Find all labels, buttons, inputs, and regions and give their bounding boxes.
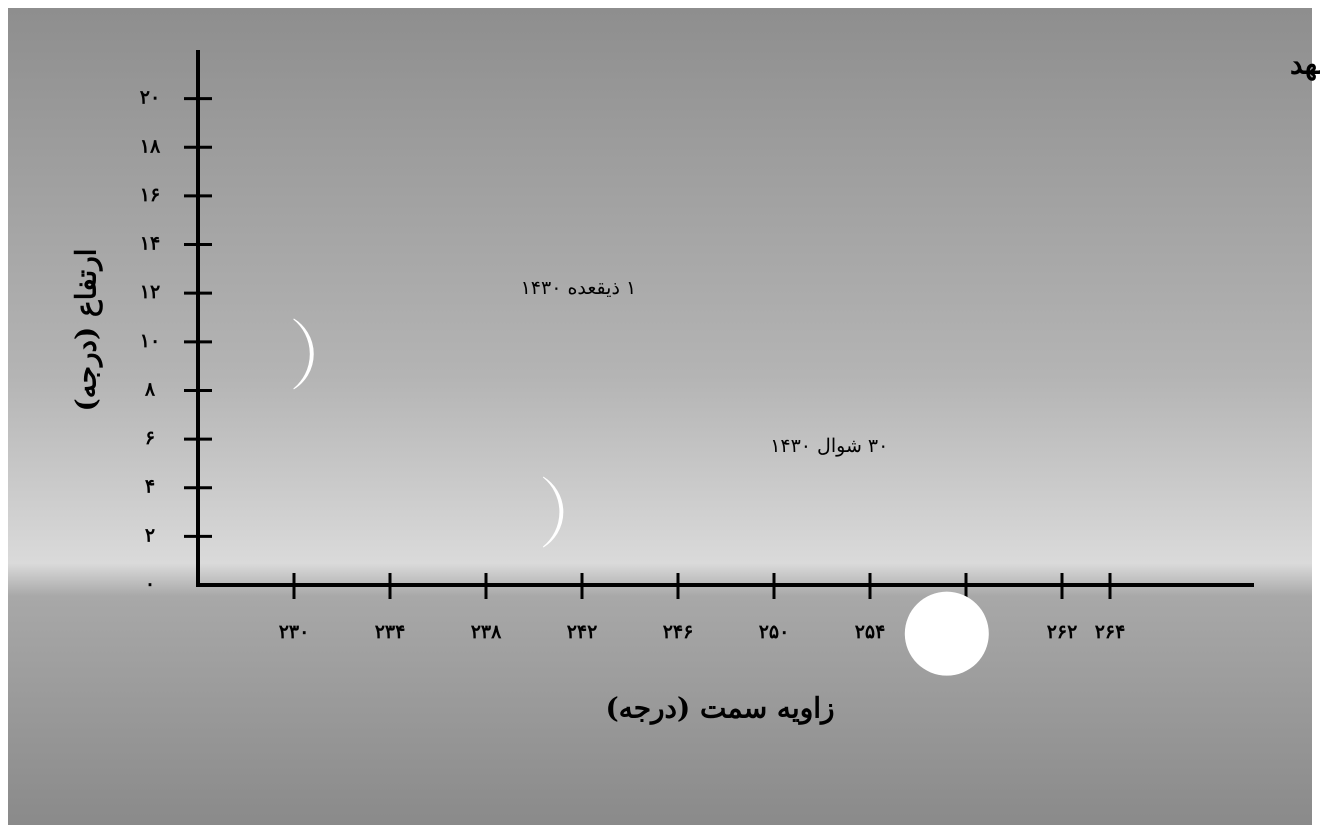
y-tick-label: ۱۶ [140,184,160,206]
chart-title: مهر ۱۳۸۸؛ مشهد [1290,48,1320,82]
x-tick-label: ۲۴۶ [663,621,694,643]
y-tick-label: ۱۴ [140,233,160,255]
y-axis-label: ارتفاع (درجه) [70,248,104,411]
x-tick-label: ۲۴۲ [567,621,598,643]
sun [904,591,989,676]
x-axis-label: زاویه سمت (درجه) [605,692,834,726]
x-tick-label: ۲۵۰ [759,621,790,643]
x-tick-label: ۲۶۲ [1047,621,1078,643]
y-tick-label: ۶ [145,427,155,449]
y-tick-label: ۱۰ [140,330,160,352]
x-tick-label: ۲۳۴ [375,621,406,643]
background [8,8,1312,825]
y-tick-label: ۱۸ [140,135,161,157]
moon-label: ۱ ذیقعده ۱۴۳۰ [521,277,637,299]
y-tick-label: ۴ [145,476,155,498]
x-tick-label: ۲۵۴ [855,621,886,643]
y-tick-label: ۲۰ [140,87,160,109]
moon-label: ۳۰ شوال ۱۴۳۰ [770,435,888,457]
y-tick-label: ۲ [145,524,155,546]
moon [293,318,314,390]
x-tick-label: ۲۶۴ [1095,621,1126,643]
y-tick-label: ۱۲ [140,281,160,303]
x-tick-label: ۲۳۰ [279,621,310,643]
moon [542,476,564,548]
y-tick-label: ۰ [145,573,155,595]
y-tick-label: ۸ [144,378,156,400]
x-tick-label: ۲۳۸ [471,621,502,643]
